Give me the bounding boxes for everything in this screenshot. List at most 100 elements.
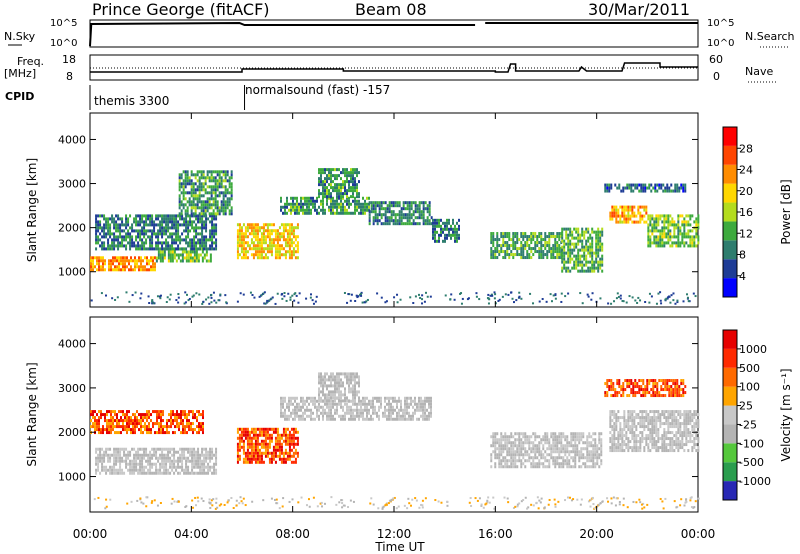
power-cell (440, 218, 442, 222)
power-cell (312, 205, 314, 209)
velocity-cell (201, 459, 204, 463)
velocity-cell (117, 468, 120, 472)
velocity-cell (498, 462, 501, 466)
velocity-cell (558, 465, 561, 469)
velocity-cell (380, 399, 382, 403)
power-cell (368, 201, 371, 205)
power-cell (155, 259, 158, 263)
power-cell (402, 201, 405, 205)
power-cell (148, 268, 150, 272)
velocity-cell (344, 411, 346, 415)
power-cell (238, 229, 241, 233)
power-cell (252, 256, 255, 260)
power-cell (157, 214, 160, 218)
power-cell (633, 211, 636, 215)
power-cell (619, 220, 622, 224)
velocity-cell (121, 447, 124, 451)
velocity-cell (300, 396, 302, 400)
velocity-cell (286, 436, 289, 440)
velocity-cell (346, 399, 348, 403)
power-cell (526, 235, 529, 239)
power-cell (450, 236, 452, 240)
velocity-cell (115, 456, 118, 460)
power-cell (689, 214, 692, 218)
velocity-cell (236, 427, 239, 431)
velocity-cell (538, 444, 541, 448)
power-cell (282, 235, 285, 239)
power-cell (577, 239, 580, 243)
power-cell (280, 232, 283, 236)
velocity-cell (121, 459, 124, 463)
power-cell (342, 202, 344, 206)
power-cell (268, 232, 271, 236)
power-cell (683, 235, 686, 239)
power-cell (526, 244, 529, 248)
power-cell (563, 251, 566, 255)
power-cell (139, 244, 142, 248)
power-cell (97, 220, 100, 224)
velocity-cell (536, 462, 539, 466)
power-cell (205, 229, 208, 233)
power-cell (185, 250, 188, 254)
power-scatter-cell (184, 291, 187, 294)
power-cell (197, 217, 200, 221)
power-cell (575, 236, 578, 240)
velocity-cell (282, 439, 285, 443)
velocity-cell (161, 453, 164, 457)
velocity-cell (213, 462, 216, 466)
power-cell (583, 245, 586, 249)
power-cell (340, 211, 342, 215)
power-cell (191, 259, 194, 263)
velocity-cell (199, 471, 202, 475)
power-cell (456, 221, 458, 225)
velocity-cell (410, 414, 412, 418)
velocity-cell (119, 456, 122, 460)
power-cell (665, 217, 668, 221)
power-cell (697, 238, 700, 242)
velocity-cell (534, 438, 537, 442)
power-cell (356, 208, 358, 212)
power-cell (550, 253, 553, 257)
velocity-cell (556, 459, 559, 463)
velocity-cell (348, 405, 350, 409)
velocity-cell (284, 433, 287, 437)
power-cell (258, 229, 261, 233)
power-cell (226, 206, 229, 210)
power-cell (342, 168, 344, 172)
power-cell (199, 214, 202, 218)
velocity-cell (147, 462, 150, 466)
power-cell (242, 223, 245, 227)
power-cell (346, 196, 348, 200)
velocity-cell (582, 435, 585, 439)
velocity-cell (119, 462, 122, 466)
power-band (490, 232, 563, 260)
velocity-cell (131, 468, 134, 472)
velocity-cell (125, 462, 128, 466)
power-cell (201, 256, 204, 260)
power-scatter-cell (655, 302, 658, 305)
velocity-cell (558, 456, 561, 460)
power-cell (671, 244, 674, 248)
power-cell (190, 200, 193, 204)
power-cell (240, 226, 243, 230)
power-cell (155, 232, 158, 236)
velocity-cell (244, 427, 247, 431)
velocity-cell (131, 459, 134, 463)
power-cell (579, 239, 582, 243)
velocity-cell (550, 450, 553, 454)
power-cell (670, 183, 673, 187)
power-cell (201, 241, 204, 245)
velocity-cell (494, 438, 497, 442)
velocity-cell (314, 402, 316, 406)
power-cell (622, 186, 625, 190)
velocity-cell (167, 456, 170, 460)
power-cell (294, 250, 297, 254)
velocity-cell (348, 399, 350, 403)
power-cell (184, 170, 187, 174)
velocity-cell (330, 393, 332, 397)
velocity-cell (254, 457, 257, 461)
power-cell (695, 244, 698, 248)
power-cell (414, 210, 417, 214)
power-cell (581, 254, 584, 258)
power-cell (416, 216, 419, 220)
